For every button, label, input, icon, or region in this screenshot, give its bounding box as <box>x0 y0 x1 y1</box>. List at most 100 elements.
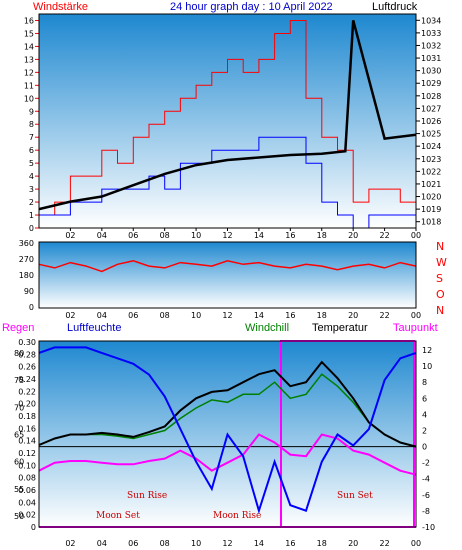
y-tick-temperatur: 8 <box>422 378 427 387</box>
windchill-label: Windchill <box>245 322 290 334</box>
y-tick-windstaerke: 15 <box>24 29 34 38</box>
y-tick-luftdruck: 1030 <box>421 67 441 76</box>
y-tick-luftdruck: 1026 <box>421 117 441 126</box>
x-tick-label: 12 <box>222 231 232 240</box>
y-tick-luftfeuchte: 75 <box>14 376 24 385</box>
windstaerke-label: Windstärke <box>33 1 89 13</box>
x-tick-label: 22 <box>379 539 389 548</box>
y-tick-temperatur: 6 <box>422 394 427 403</box>
x-tick-label: 00 <box>411 539 421 548</box>
y-tick-luftfeuchte: 55 <box>14 485 24 494</box>
moon-rise-label: Moon Rise <box>213 511 262 521</box>
panel-frame <box>38 340 417 528</box>
x-tick-label: 20 <box>348 231 358 240</box>
panel-wind-direction <box>39 242 416 308</box>
x-tick-label: 18 <box>317 311 327 320</box>
y-tick-temperatur: -4 <box>422 475 430 484</box>
regen-label: Regen <box>2 322 35 334</box>
y-tick-windstaerke: 5 <box>29 159 34 168</box>
y-tick-temperatur: -8 <box>422 507 430 516</box>
y-tick-windstaerke: 1 <box>29 211 34 220</box>
y-tick-windstaerke: 0 <box>29 224 34 233</box>
y-tick-temperatur: 12 <box>422 346 432 355</box>
y-tick-windrichtung: 0 <box>29 303 34 312</box>
y-tick-regen: 0.06 <box>18 486 36 495</box>
y-tick-regen: 0.22 <box>18 387 36 396</box>
y-tick-compass: N <box>436 304 444 317</box>
y-tick-temperatur: -10 <box>422 523 435 532</box>
luftdruck-label: Luftdruck <box>372 1 418 13</box>
y-tick-luftfeuchte: 50 <box>14 512 24 521</box>
panel-frame <box>38 13 417 229</box>
series-luftfeuchte <box>38 346 417 515</box>
y-tick-luftdruck: 1019 <box>421 205 441 214</box>
y-tick-compass: O <box>436 288 445 301</box>
y-tick-windstaerke: 13 <box>24 55 34 64</box>
y-tick-luftdruck: 1028 <box>421 92 441 101</box>
y-tick-windstaerke: 11 <box>24 81 34 90</box>
taupunkt-label: Taupunkt <box>393 322 438 334</box>
y-tick-luftfeuchte: 60 <box>14 458 24 467</box>
y-tick-luftdruck: 1018 <box>421 218 441 227</box>
series-taupunkt <box>38 433 417 476</box>
y-tick-regen: 0.26 <box>18 363 36 372</box>
x-tick-label: 14 <box>254 539 264 548</box>
moon-set-label: Moon Set <box>96 511 140 521</box>
series-windstaerke-mean <box>39 136 416 229</box>
y-tick-regen: 0.02 <box>18 511 36 520</box>
y-tick-luftdruck: 1023 <box>421 155 441 164</box>
y-tick-temperatur: -6 <box>422 491 430 500</box>
y-tick-luftdruck: 1029 <box>421 79 441 88</box>
y-tick-luftdruck: 1025 <box>421 130 441 139</box>
y-tick-luftdruck: 1021 <box>421 180 441 189</box>
x-tick-label: 04 <box>97 311 107 320</box>
y-tick-windstaerke: 10 <box>24 94 34 103</box>
x-tick-label: 04 <box>97 231 107 240</box>
y-tick-regen: 0.10 <box>18 461 36 470</box>
y-tick-luftfeuchte: 70 <box>14 403 24 412</box>
x-tick-label: 04 <box>97 539 107 548</box>
x-tick-label: 08 <box>160 539 170 548</box>
x-tick-label: 08 <box>160 231 170 240</box>
y-tick-luftdruck: 1031 <box>421 54 441 63</box>
y-tick-luftdruck: 1032 <box>421 41 441 50</box>
y-tick-windstaerke: 7 <box>29 133 34 142</box>
panel-frame <box>38 241 417 309</box>
x-tick-label: 00 <box>411 231 421 240</box>
x-tick-label: 00 <box>411 311 421 320</box>
luftfeuchte-label: Luftfeuchte <box>67 322 122 334</box>
sun-set-label: Sun Set <box>337 491 373 501</box>
x-tick-label: 02 <box>65 311 75 320</box>
temperatur-label: Temperatur <box>312 322 368 334</box>
x-tick-label: 02 <box>65 231 75 240</box>
x-tick-label: 12 <box>222 311 232 320</box>
y-tick-regen: 0.12 <box>18 449 36 458</box>
x-tick-label: 10 <box>191 231 201 240</box>
series-windchill <box>38 373 417 448</box>
y-tick-windrichtung: 180 <box>19 271 34 280</box>
x-tick-label: 12 <box>222 539 232 548</box>
y-tick-regen: 0.16 <box>18 424 36 433</box>
y-tick-luftdruck: 1033 <box>421 29 441 38</box>
x-tick-label: 06 <box>128 539 138 548</box>
y-tick-temperatur: 2 <box>422 426 427 435</box>
x-tick-label: 02 <box>65 539 75 548</box>
x-tick-label: 18 <box>317 231 327 240</box>
y-tick-regen: 0.20 <box>18 400 36 409</box>
y-tick-windrichtung: 360 <box>19 239 34 248</box>
y-tick-luftfeuchte: 65 <box>14 431 24 440</box>
y-tick-windstaerke: 3 <box>29 185 34 194</box>
y-tick-windstaerke: 8 <box>29 120 34 129</box>
x-tick-label: 16 <box>285 539 295 548</box>
x-tick-label: 16 <box>285 231 295 240</box>
x-tick-label: 22 <box>379 311 389 320</box>
y-tick-windstaerke: 6 <box>29 146 34 155</box>
x-tick-label: 10 <box>191 311 201 320</box>
y-tick-luftdruck: 1034 <box>421 16 441 25</box>
sun-rise-label: Sun Rise <box>127 491 168 501</box>
x-tick-label: 20 <box>348 311 358 320</box>
y-tick-regen: 0 <box>31 523 36 532</box>
y-tick-regen: 0.18 <box>18 412 36 421</box>
y-tick-regen: 0.04 <box>18 498 36 507</box>
